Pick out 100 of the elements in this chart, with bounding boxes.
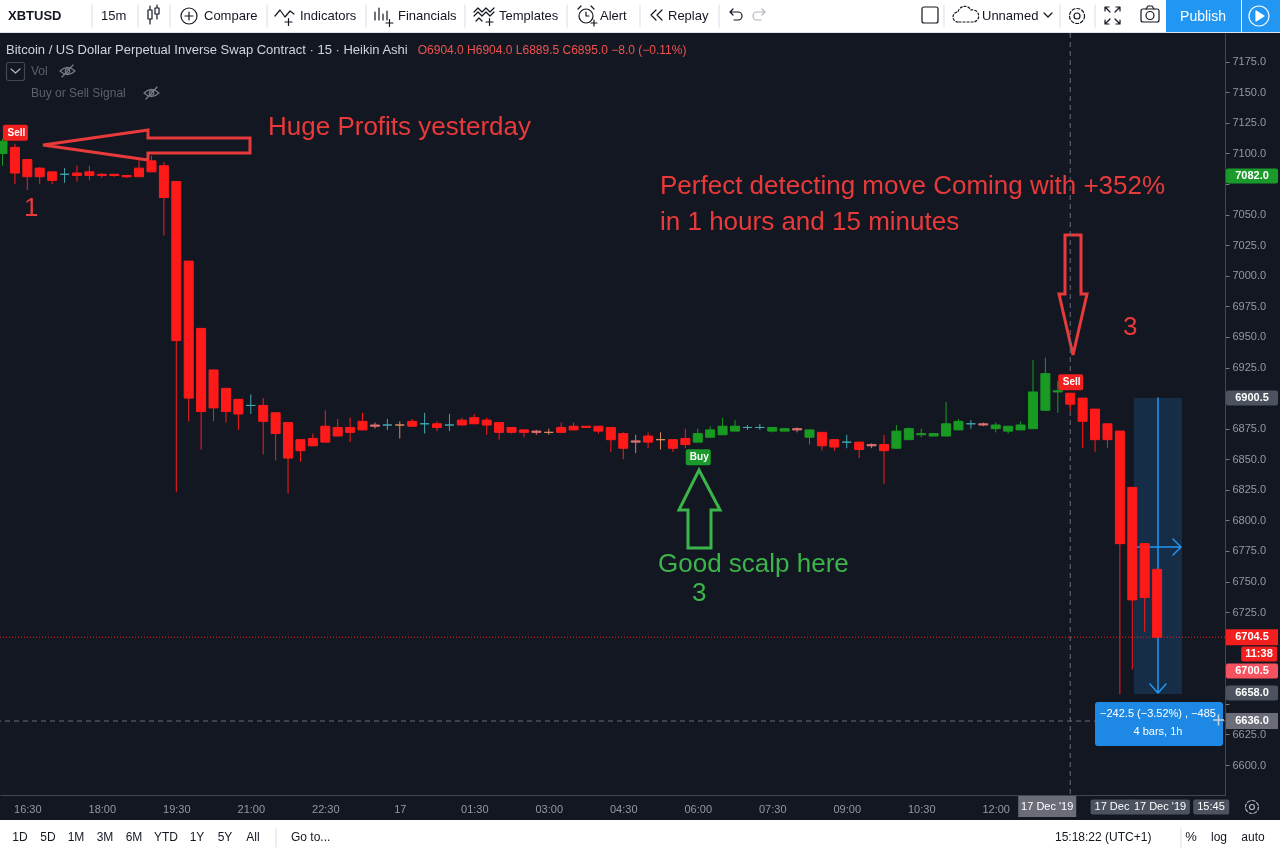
candlestick [680,428,691,449]
text: 6658.0 [1226,685,1278,701]
candlestick [369,422,380,430]
text: Indicators [300,8,357,24]
text: Templates [499,8,559,24]
y-tick-label: 6600.0 [1232,758,1267,771]
text: 6M [125,829,143,845]
candlestick [432,420,443,432]
x-tick-label: 01:30 [461,802,489,815]
text: Unnamed [982,8,1039,24]
text: 5Y [217,829,233,845]
candlestick [730,419,740,432]
text: Publish [1180,7,1226,25]
text: 15:18:22 (UTC+1) [1055,829,1152,845]
x-tick-label: 22:30 [312,802,340,815]
candlestick [233,398,244,431]
y-tick-label: 7000.0 [1232,269,1267,282]
candlestick [134,159,145,178]
annotation: Sell [1062,376,1081,388]
text: % [1185,829,1197,845]
candlestick [295,439,306,463]
y-tick-label: 7025.0 [1232,238,1267,251]
candlestick [1077,397,1088,449]
annotation: Buy or Sell Signal [31,85,126,101]
text: log [1210,829,1228,845]
candlestick [605,426,616,453]
candlestick [270,412,281,461]
y-tick-label: 6875.0 [1232,422,1267,435]
text: 15m [101,8,127,24]
text: 1M [67,829,85,845]
text: 17 Dec [1090,799,1134,815]
y-tick-label: 6925.0 [1232,361,1267,374]
annotation: Huge Profits yesterday [268,111,532,143]
y-tick-label: 6950.0 [1232,330,1267,343]
y-tick-label: 6800.0 [1232,513,1267,526]
text: 6900.5 [1226,390,1278,406]
text: All [246,829,260,845]
candlestick [1052,380,1063,414]
text: Replay [668,8,709,24]
candlestick [816,431,827,452]
y-tick-label: 6825.0 [1232,483,1267,496]
candlestick [878,434,889,485]
y-tick-label: 7175.0 [1232,55,1267,68]
x-tick-label: 07:30 [758,802,787,815]
x-tick-label: 03:00 [535,802,564,815]
text: Bitcoin / US Dollar Perpetual Inverse Swap Contract · 15 · Heikin Ashi [6,42,408,57]
annotation: Vol [31,63,48,79]
text: 11:38 [1241,646,1277,662]
x-tick-label: 17 [394,802,407,815]
candlestick [518,429,529,438]
candlestick [220,387,231,424]
y-tick-label: 6750.0 [1232,575,1267,588]
ref-line-label: 6636.0 [1235,714,1269,726]
annotation: 3 [692,577,707,609]
ref-line-label: 6704.5 [1235,630,1269,643]
candlestick [345,417,356,443]
x-tick-label: 09:00 [833,802,862,815]
y-tick-label: 7125.0 [1232,116,1267,129]
candlestick [320,409,331,443]
y-tick-label: 7150.0 [1232,85,1267,98]
annotation: Buy [689,451,710,463]
text: Financials [398,8,457,24]
annotation: 3 [1123,311,1138,343]
ref-line-label: 17 Dec '19 [1021,800,1074,812]
text: XBTUSD [8,8,62,24]
x-tick-label: 12:00 [982,802,1010,815]
y-tick-label: 6625.0 [1232,727,1267,740]
text: Compare [204,8,258,24]
text: O6904.0 H6904.0 L6889.5 C6895.0 −8.0 (−0.11%) [417,43,687,57]
y-tick-label: 7050.0 [1232,208,1267,221]
candlestick [618,431,629,460]
candlestick [71,165,82,183]
annotation: 1 [24,192,39,224]
x-tick-label: 06:00 [684,802,713,815]
text: auto [1241,829,1265,845]
text: 6700.5 [1226,663,1278,679]
annotation: Sell [7,126,26,138]
candlestick [258,397,269,455]
text: 15:45 [1193,799,1229,815]
annotation: −242.5 (−3.52%) , −485 [1100,707,1216,721]
text: 3M [96,829,114,845]
annotation: 4 bars, 1h [1133,725,1183,739]
annotation: Good scalp here [658,548,849,580]
text: 5D [40,829,56,845]
y-tick-label: 6850.0 [1232,452,1267,465]
text: Alert [600,8,627,24]
x-tick-label: 16:30 [14,802,42,815]
text: Go to... [291,829,331,845]
candlestick [630,434,641,454]
text: YTD [154,829,178,845]
text: 17 Dec '19 [1129,799,1191,815]
text: 7082.0 [1226,168,1278,184]
y-tick-label: 6975.0 [1232,299,1267,312]
candlestick [643,431,654,449]
candlestick [22,159,33,191]
y-tick-label: 7100.0 [1232,146,1267,159]
x-tick-label: 10:30 [907,802,936,815]
x-tick-label: 21:00 [237,802,266,815]
x-tick-label: 18:00 [88,802,117,815]
text: 1D [12,829,28,845]
